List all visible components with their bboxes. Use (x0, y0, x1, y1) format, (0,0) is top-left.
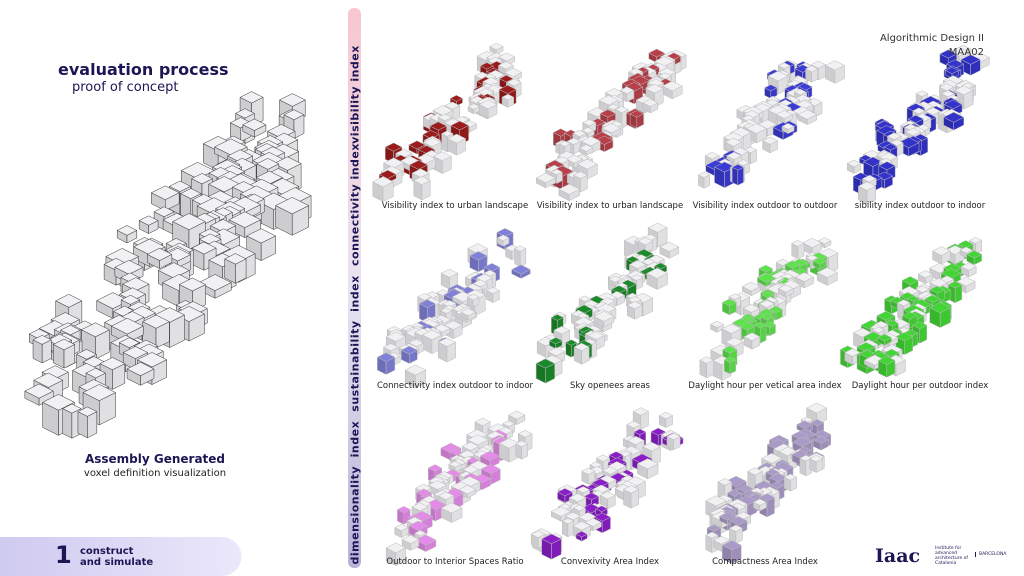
thumbnail (385, 410, 533, 567)
index-label: dimensionality index (348, 420, 362, 565)
caption: Compactness Area Index (712, 557, 818, 567)
caption: Visibility index outdoor to outdoor (692, 201, 838, 211)
step-number: 1 (55, 541, 72, 569)
course-code: MAA02 (948, 47, 984, 58)
course-header: Algorithmic Design II MAA02 (880, 32, 984, 60)
logo-text: Institute for advanced architecture of C… (935, 546, 968, 566)
index-label: connectivity index (348, 143, 362, 266)
subtitle: proof of concept (72, 80, 179, 95)
step-line: construct (80, 546, 134, 557)
thumbnail (372, 42, 523, 202)
assembly-wireframe (24, 91, 312, 439)
thumbnail (697, 60, 846, 189)
step-label: construct and simulate (80, 546, 153, 568)
thumbnail (705, 402, 832, 565)
thumbnail (376, 228, 531, 389)
caption: Connectivity index outdoor to indoor (376, 381, 534, 391)
course: Algorithmic Design II (879, 33, 984, 44)
index-label: sustainability index (348, 275, 362, 412)
thumbnail (839, 237, 983, 378)
index-bar (348, 8, 361, 568)
caption: Daylight hour per vetical area index (688, 381, 842, 391)
caption: Visibility index to urban landscape (381, 201, 529, 211)
caption: Convexivity Area Index (560, 557, 660, 567)
thumbnail (535, 222, 680, 384)
title: evaluation process (58, 60, 229, 79)
caption: Visibility index to urban landscape (536, 201, 684, 211)
caption: Outdoor to Interior Spaces Ratio (386, 557, 524, 567)
caption: Daylight hour per outdoor index (851, 381, 989, 391)
caption: Sky openees areas (570, 381, 650, 391)
assembly-caption: voxel definition visualization (83, 468, 227, 479)
step-line: and simulate (80, 557, 154, 568)
caption: sibility index outdoor to indoor (854, 201, 986, 211)
assembly-title: Assembly Generated (84, 452, 226, 466)
logo-mark: Iaac (875, 545, 921, 567)
thumbnail (535, 48, 687, 202)
thumbnail (846, 44, 990, 205)
thumbnail (699, 237, 839, 381)
logo-city: BARCELONA (975, 552, 1006, 557)
footer-pill (0, 537, 242, 576)
thumbnail (530, 407, 684, 560)
